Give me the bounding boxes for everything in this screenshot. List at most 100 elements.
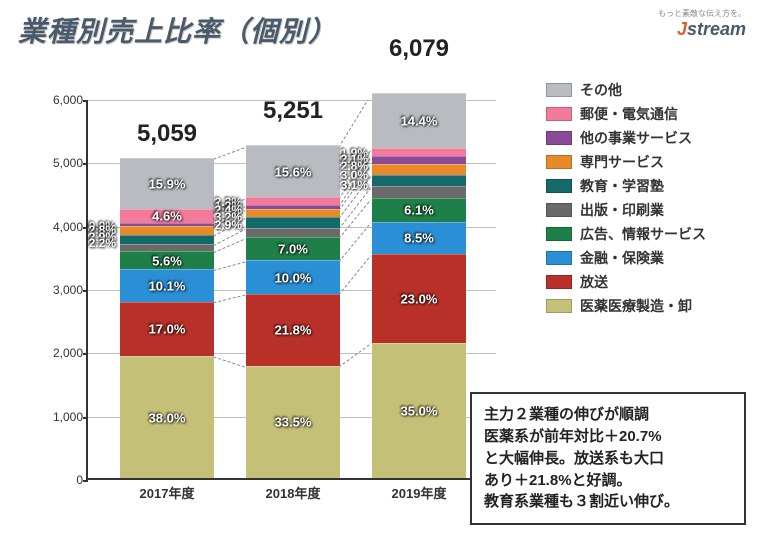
bar-segment: 15.6% [246, 145, 340, 197]
legend-item: その他 [546, 80, 746, 100]
bar-segment: 4.6% [120, 209, 214, 224]
segment-label: 35.0% [401, 403, 438, 418]
segment-label: 7.0% [278, 242, 308, 257]
logo-stream: stream [687, 19, 746, 39]
legend-swatch [546, 107, 572, 121]
legend-item: 医薬医療製造・卸 [546, 296, 746, 316]
y-tick-mark [83, 480, 88, 482]
legend-swatch [546, 131, 572, 145]
y-axis-tick: 3,000 [33, 283, 83, 297]
bar-segment: 38.0% [120, 356, 214, 478]
segment-label: 17.0% [149, 322, 186, 337]
bar-segment: 2.1% [372, 156, 466, 164]
segment-label: 38.0% [149, 410, 186, 425]
legend-item: 広告、情報サービス [546, 224, 746, 244]
bar-segment: 21.8% [246, 294, 340, 366]
legend-label: 教育・学習塾 [580, 176, 664, 196]
bar-segment: 2.4% [246, 209, 340, 217]
x-axis-label: 2017年度 [140, 483, 195, 502]
y-tick-mark [83, 353, 88, 355]
legend-label: 放送 [580, 272, 608, 292]
x-axis-label: 2018年度 [266, 483, 321, 502]
bar-segment: 2.8% [120, 226, 214, 235]
segment-label: 8.5% [404, 231, 434, 246]
legend-label: 他の事業サービス [580, 128, 692, 148]
legend-item: 専門サービス [546, 152, 746, 172]
segment-label: 10.0% [275, 270, 312, 285]
bar-segment: 10.1% [120, 269, 214, 301]
y-tick-mark [83, 227, 88, 229]
legend-swatch [546, 155, 572, 169]
segment-label: 15.9% [149, 176, 186, 191]
segment-label: 2.2% [89, 236, 116, 250]
y-axis-tick: 6,000 [33, 93, 83, 107]
bar-segment: 23.0% [372, 254, 466, 343]
bar-segment: 14.4% [372, 93, 466, 148]
bar-segment: 7.0% [246, 237, 340, 260]
legend-label: 医薬医療製造・卸 [580, 296, 692, 316]
segment-label: 15.6% [275, 164, 312, 179]
legend-item: 教育・学習塾 [546, 176, 746, 196]
bar-segment: 6.1% [372, 198, 466, 221]
legend-label: その他 [580, 80, 622, 100]
bar-segment: 2.2% [120, 244, 214, 251]
bar-segment: 2.3% [246, 197, 340, 205]
bar-segment: 3.1% [372, 186, 466, 198]
plot-area: 01,0002,0003,0004,0005,0006,00015.9%4.6%… [86, 100, 496, 480]
segment-label: 4.6% [152, 209, 182, 224]
y-tick-mark [83, 417, 88, 419]
chart: 0 1,000 2,000 3,000 4,000 5,000 6,000 15.9% 4.6%… [26, 70, 506, 516]
y-axis-tick: 1,000 [33, 410, 83, 424]
legend: その他郵便・電気通信他の事業サービス専門サービス教育・学習塾出版・印刷業広告、情… [546, 80, 746, 320]
segment-label: 3.1% [341, 178, 368, 192]
logo-tagline: もっと素敵な伝え方を。 [658, 8, 746, 19]
legend-swatch [546, 275, 572, 289]
bar-segment: 2.9% [246, 228, 340, 238]
legend-label: 広告、情報サービス [580, 224, 706, 244]
segment-label: 2.9% [215, 218, 242, 232]
legend-label: 専門サービス [580, 152, 664, 172]
bar-segment: 17.0% [120, 302, 214, 356]
y-tick-mark [83, 163, 88, 165]
legend-swatch [546, 299, 572, 313]
segment-label: 6.1% [404, 203, 434, 218]
logo-j: J [677, 19, 687, 39]
legend-swatch [546, 227, 572, 241]
y-tick-mark [83, 290, 88, 292]
segment-label: 10.1% [149, 279, 186, 294]
logo: もっと素敵な伝え方を。 Jstream [658, 8, 746, 40]
bar-column: 15.9%4.6%0.9%2.8%2.9%2.2%5.6%10.1%17.0%3… [120, 158, 214, 478]
segment-label: 23.0% [401, 292, 438, 307]
legend-item: 金融・保険業 [546, 248, 746, 268]
bar-segment: 3.2% [246, 217, 340, 228]
legend-item: 出版・印刷業 [546, 200, 746, 220]
bar-column: 15.6%2.3%1.2%2.4%3.2%2.9%7.0%10.0%21.8%3… [246, 145, 340, 478]
legend-swatch [546, 83, 572, 97]
legend-swatch [546, 251, 572, 265]
legend-label: 郵便・電気通信 [580, 104, 678, 124]
bar-total-label: 5,059 [137, 120, 197, 148]
bar-segment: 8.5% [372, 222, 466, 255]
x-axis-label: 2019年度 [392, 483, 447, 502]
legend-label: 出版・印刷業 [580, 200, 664, 220]
bar-segment: 2.8% [372, 164, 466, 175]
y-axis-tick: 2,000 [33, 346, 83, 360]
y-axis-tick: 0 [33, 473, 83, 487]
bar-column: 14.4%1.9%2.1%2.8%3.0%3.1%6.1%8.5%23.0%35… [372, 93, 466, 478]
legend-label: 金融・保険業 [580, 248, 664, 268]
y-axis-tick: 4,000 [33, 220, 83, 234]
legend-swatch [546, 203, 572, 217]
bar-segment: 15.9% [120, 158, 214, 209]
legend-item: 他の事業サービス [546, 128, 746, 148]
segment-label: 14.4% [401, 114, 438, 129]
bar-segment: 10.0% [246, 260, 340, 293]
segment-label: 21.8% [275, 323, 312, 338]
bar-total-label: 6,079 [389, 35, 449, 63]
segment-label: 5.6% [152, 253, 182, 268]
bar-segment: 2.9% [120, 235, 214, 244]
logo-main: Jstream [658, 19, 746, 40]
y-tick-mark [83, 100, 88, 102]
callout-box: 主力２業種の伸びが順調医薬系が前年対比＋20.7%と大幅伸長。放送系も大口あり＋… [470, 392, 746, 525]
y-axis-tick: 5,000 [33, 156, 83, 170]
segment-label: 33.5% [275, 415, 312, 430]
